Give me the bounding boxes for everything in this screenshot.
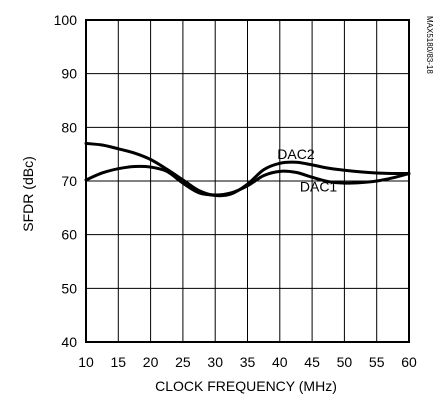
x-tick-label: 50 [337, 354, 353, 370]
x-axis-label: CLOCK FREQUENCY (MHz) [155, 378, 337, 394]
figure-id: MAX5180/83-18 [425, 16, 434, 74]
y-tick-label: 60 [61, 227, 77, 243]
x-tick-label: 60 [401, 354, 417, 370]
grid-lines [86, 20, 409, 342]
series-label-dac1: DAC1 [300, 178, 338, 194]
x-tick-label: 45 [304, 354, 320, 370]
series-labels: DAC1 DAC2 [277, 146, 337, 194]
x-tick-label: 20 [143, 354, 159, 370]
x-tick-labels: 10 15 20 25 30 35 40 45 50 55 60 [78, 354, 417, 370]
x-tick-label: 10 [78, 354, 94, 370]
series-line-dac2 [84, 141, 411, 198]
x-tick-label: 40 [272, 354, 288, 370]
y-tick-labels: 40 50 60 70 80 90 100 [54, 12, 78, 350]
series-label-dac2: DAC2 [277, 146, 315, 162]
series-lines [84, 141, 411, 198]
x-tick-label: 15 [111, 354, 127, 370]
y-tick-label: 50 [61, 280, 77, 296]
x-tick-label: 25 [175, 354, 191, 370]
y-tick-label: 80 [61, 119, 77, 135]
plot-frame [85, 19, 410, 343]
y-axis-label: SFDR (dBc) [20, 156, 36, 231]
y-tick-label: 40 [61, 334, 77, 350]
y-tick-label: 100 [54, 12, 78, 28]
x-tick-label: 35 [240, 354, 256, 370]
y-tick-label: 90 [61, 66, 77, 82]
x-tick-label: 55 [369, 354, 385, 370]
y-tick-label: 70 [61, 173, 77, 189]
x-tick-label: 30 [207, 354, 223, 370]
